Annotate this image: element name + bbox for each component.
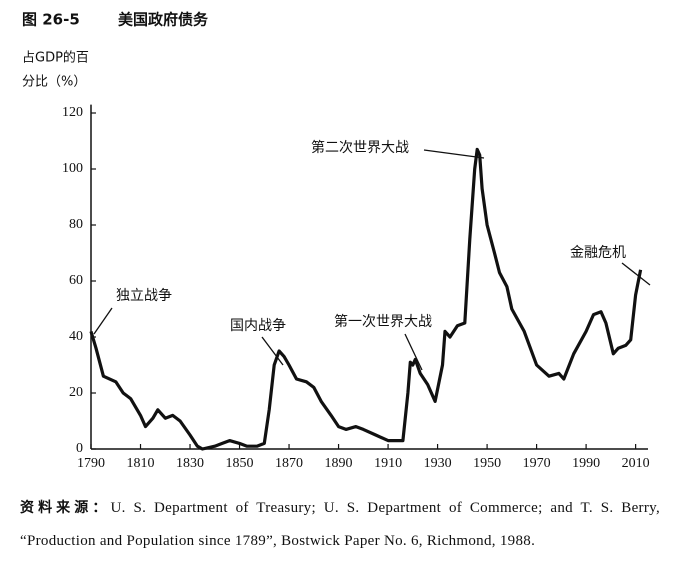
annotation: 独立战争 (116, 288, 172, 304)
y-tick-label: 40 (69, 329, 83, 344)
y-tick-label: 20 (69, 385, 83, 400)
x-tick-label: 2010 (622, 456, 650, 471)
x-tick-label: 1930 (424, 456, 452, 471)
source-note: 资料来源：U. S. Department of Treasury; U. S.… (20, 492, 660, 558)
y-tick-label: 60 (69, 273, 83, 288)
annotation-leader (423, 149, 485, 159)
x-tick-label: 1870 (275, 456, 303, 471)
y-axis-label: 占GDP的百 (22, 50, 89, 66)
annotation-leader (621, 262, 651, 286)
source-label: 资料来源： (20, 500, 111, 516)
figure-number: 图 26-5 (22, 11, 80, 29)
chart-title: 美国政府债务 (118, 11, 209, 29)
y-tick-label: 80 (69, 217, 83, 232)
annotation: 金融危机 (570, 245, 626, 261)
source-text: U. S. Department of Treasury; U. S. Depa… (20, 500, 661, 549)
x-tick-label: 1950 (473, 456, 501, 471)
x-tick-label: 1850 (226, 456, 254, 471)
debt-line (89, 147, 643, 451)
x-tick-label: 1890 (325, 456, 353, 471)
x-tick-label: 1790 (77, 456, 105, 471)
annotation-leader (93, 307, 113, 335)
annotation: 第二次世界大战 (311, 139, 409, 156)
y-tick-label: 0 (76, 441, 83, 456)
annotation-leader (404, 333, 423, 371)
x-tick-label: 1910 (374, 456, 402, 471)
x-tick-label: 1990 (572, 456, 600, 471)
y-tick-label: 100 (62, 161, 83, 176)
annotation-leader (261, 336, 284, 366)
chart: 图 26-5 美国政府债务 占GDP的百 分比（%） 0 20 40 60 80 100 1… (22, 11, 651, 471)
x-tick-label: 1830 (176, 456, 204, 471)
annotation: 第一次世界大战 (334, 313, 432, 330)
x-tick-label: 1810 (127, 456, 155, 471)
x-tick-label: 1970 (523, 456, 551, 471)
y-axis-label: 分比（%） (22, 75, 86, 90)
y-tick-label: 120 (62, 105, 83, 120)
annotation: 国内战争 (230, 318, 286, 334)
